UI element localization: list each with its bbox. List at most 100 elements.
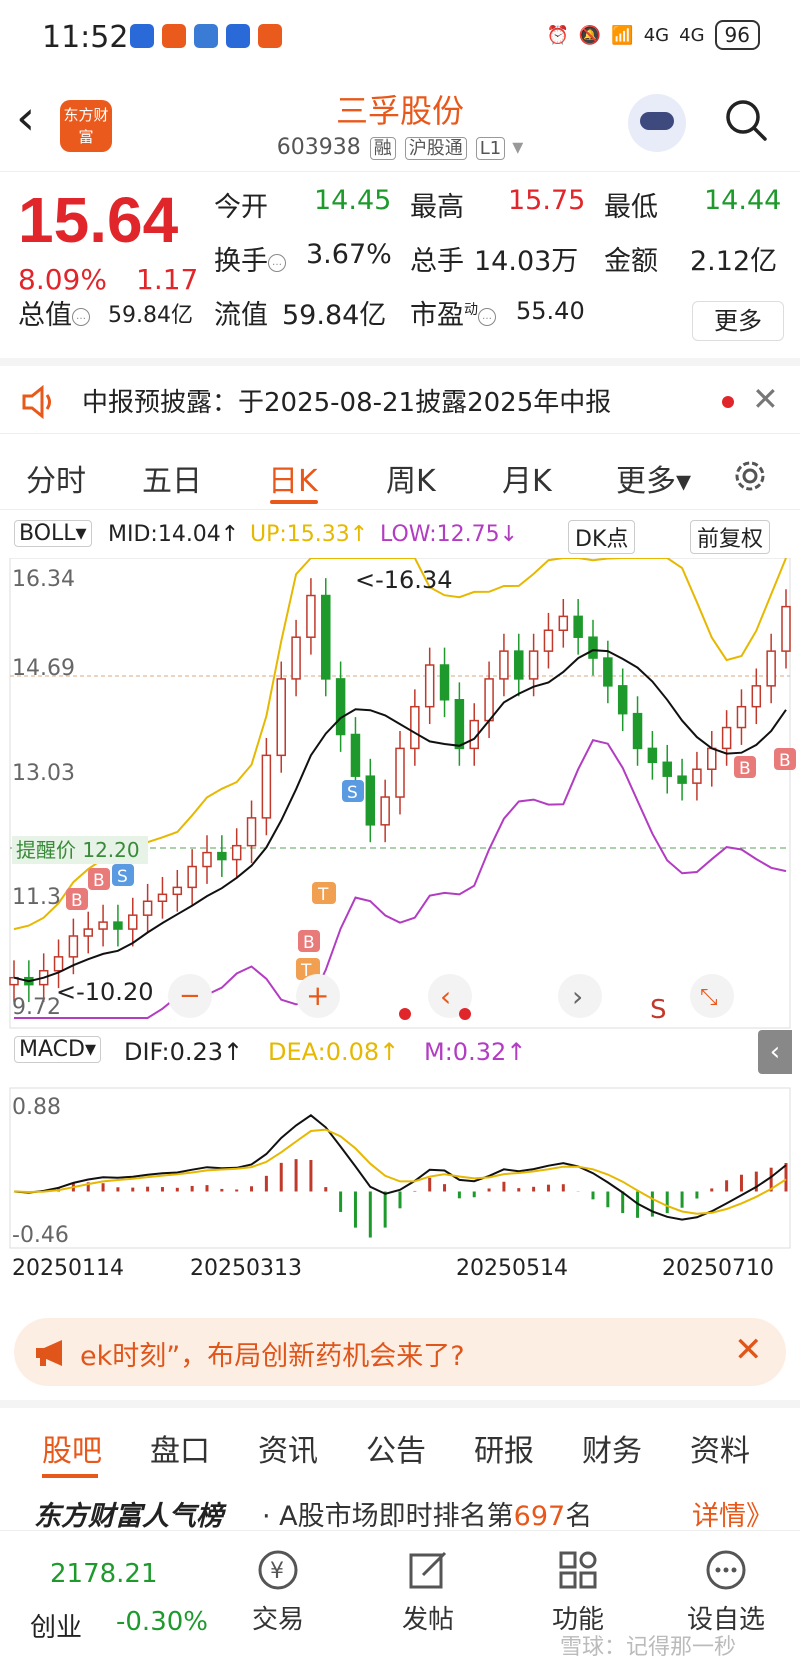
mktcap-value: 59.84亿 bbox=[108, 303, 193, 328]
macd-dif-line bbox=[13, 1114, 787, 1221]
gear-icon[interactable] bbox=[730, 456, 770, 496]
dk-point-button[interactable]: DK点 bbox=[568, 520, 636, 554]
tab-weekly-k[interactable]: 周K bbox=[386, 464, 436, 499]
zoom-in-button[interactable] bbox=[296, 974, 340, 1018]
tab-profile[interactable]: 资料 bbox=[690, 1434, 750, 1469]
candles-group bbox=[9, 578, 791, 1003]
scroll-left-button[interactable] bbox=[428, 974, 472, 1018]
robot-assistant-icon[interactable] bbox=[628, 94, 686, 152]
svg-text:B: B bbox=[779, 751, 791, 771]
candle-body bbox=[707, 747, 717, 770]
search-icon[interactable] bbox=[724, 98, 768, 142]
chart-period-tabs: 分时 五日 日K 周K 月K 更多▾ bbox=[0, 440, 800, 510]
candle-body bbox=[632, 712, 643, 750]
macd-y-top: 0.88 bbox=[12, 1095, 61, 1120]
tab-pankou[interactable]: 盘口 bbox=[150, 1434, 210, 1469]
reminder-price-label: 提醒价 12.20 bbox=[16, 838, 140, 862]
alarm-icon: ⏰ bbox=[546, 24, 569, 46]
collapse-arrow-icon[interactable]: ‹ bbox=[758, 1030, 792, 1074]
last-price: 15.64 bbox=[18, 184, 179, 256]
adjust-button[interactable]: 前复权 bbox=[690, 520, 771, 554]
yen-icon: ¥ bbox=[258, 1550, 298, 1590]
k-line-chart[interactable]: 16.34 14.69 13.03 11.3 9.72 提醒价 12.20 <-… bbox=[0, 558, 800, 1258]
notice-bar[interactable]: 中报预披露：于2025-08-21披露2025年中报 ✕ bbox=[0, 358, 800, 434]
tab-monthly-k[interactable]: 月K bbox=[502, 464, 552, 499]
status-time: 11:52 bbox=[42, 20, 129, 55]
tab-five-day[interactable]: 五日 bbox=[142, 464, 202, 499]
close-icon[interactable]: ✕ bbox=[752, 380, 779, 418]
date-label: 20250313 bbox=[190, 1256, 302, 1281]
candle-body bbox=[514, 650, 524, 680]
candle-body bbox=[217, 851, 227, 861]
svg-text:B: B bbox=[739, 759, 751, 779]
active-tab-underline bbox=[42, 1474, 98, 1478]
candle-body bbox=[603, 657, 613, 687]
boll-indicator-bar: BOLL▾ MID:14.04↑ UP:15.33↑ LOW:12.75↓ DK… bbox=[0, 516, 800, 558]
candle-body bbox=[647, 747, 658, 764]
dock-trade[interactable]: ¥ 交易 bbox=[228, 1547, 328, 1636]
app-icon bbox=[226, 24, 250, 48]
indicator-selector[interactable]: BOLL▾ bbox=[14, 520, 92, 547]
chart-controls[interactable]: − + ‹ › S ⤡ bbox=[168, 974, 734, 1025]
status-indicators: ⏰ 🔕 📶 4G 4G 96 bbox=[546, 20, 760, 50]
candle-body bbox=[543, 629, 554, 652]
index-name: 创业 bbox=[30, 1613, 83, 1643]
tab-daily-k[interactable]: 日K bbox=[268, 464, 318, 499]
candle-body bbox=[187, 865, 197, 889]
high-value: 15.75 bbox=[508, 185, 586, 216]
promo-banner[interactable]: ek时刻”，布局创新药机会来了? ✕ bbox=[14, 1318, 786, 1386]
candle-body bbox=[558, 615, 569, 632]
bottom-dock: 2178.21 创业 -0.30% ¥ 交易 发帖 功能 设自选 雪球：记得 bbox=[0, 1530, 800, 1662]
stock-subtitle[interactable]: 603938 融 沪股通 L1 ▾ bbox=[0, 134, 800, 160]
app-icon bbox=[194, 24, 218, 48]
app-icon bbox=[162, 24, 186, 48]
date-label: 20250114 bbox=[12, 1256, 124, 1281]
status-app-icons bbox=[130, 24, 282, 48]
more-button[interactable]: 更多 bbox=[692, 301, 784, 341]
app-header: ‹ 东方财富 三孚股份 603938 融 沪股通 L1 ▾ bbox=[0, 72, 800, 172]
rank-detail-link[interactable]: 详情》 bbox=[692, 1501, 773, 1532]
scroll-right-button[interactable] bbox=[558, 974, 602, 1018]
close-icon[interactable]: ✕ bbox=[734, 1330, 763, 1370]
dock-post[interactable]: 发帖 bbox=[378, 1547, 478, 1636]
candle-body bbox=[157, 893, 168, 903]
wifi-icon: 📶 bbox=[611, 24, 634, 46]
y-label-4: 11.3 bbox=[12, 885, 61, 910]
trade-markers: B B S B T T S B B bbox=[66, 748, 796, 981]
tab-research[interactable]: 研报 bbox=[474, 1434, 534, 1469]
candle-body bbox=[721, 726, 732, 750]
zoom-out-button[interactable] bbox=[168, 974, 212, 1018]
fullscreen-button[interactable] bbox=[690, 974, 734, 1018]
tab-intraday[interactable]: 分时 bbox=[26, 464, 86, 499]
svg-text:B: B bbox=[303, 933, 315, 953]
macd-frame bbox=[9, 1087, 791, 1249]
turnover-value: 3.67% bbox=[306, 239, 392, 270]
app-icon bbox=[130, 24, 154, 48]
back-icon[interactable]: ‹ bbox=[16, 90, 36, 146]
y-label-3: 13.03 bbox=[12, 761, 75, 786]
dock-watchlist[interactable]: 设自选 bbox=[676, 1547, 776, 1636]
candle-body bbox=[306, 594, 316, 638]
candle-body bbox=[335, 678, 346, 736]
tab-finance[interactable]: 财务 bbox=[582, 1434, 642, 1469]
macd-indicator-bar: MACD▾ DIF:0.23↑ DEA:0.08↑ M:0.32↑ bbox=[0, 1034, 800, 1074]
date-axis: 20250114 20250313 20250514 20250710 bbox=[0, 1256, 800, 1286]
rank-brand: 东方财富人气榜 bbox=[34, 1501, 223, 1532]
tab-announcements[interactable]: 公告 bbox=[366, 1434, 426, 1469]
candle-body bbox=[528, 650, 539, 680]
tab-news[interactable]: 资讯 bbox=[258, 1434, 318, 1469]
change-percent: 8.09% bbox=[18, 263, 107, 296]
macd-selector[interactable]: MACD▾ bbox=[14, 1036, 101, 1063]
battery-icon: 96 bbox=[714, 20, 760, 50]
index-change: -0.30% bbox=[116, 1607, 208, 1637]
candle-body bbox=[424, 664, 435, 708]
info-icon: … bbox=[72, 307, 90, 326]
popularity-rank[interactable]: 东方财富人气榜 · A股市场即时排名第697名 详情》 bbox=[0, 1484, 800, 1532]
tab-guba[interactable]: 股吧 bbox=[42, 1434, 102, 1469]
tag-rong: 融 bbox=[369, 137, 396, 160]
dock-functions[interactable]: 功能 bbox=[528, 1547, 628, 1636]
tab-more[interactable]: 更多▾ bbox=[616, 464, 692, 499]
candle-body bbox=[380, 796, 390, 826]
event-dot bbox=[399, 1008, 411, 1020]
candle-body bbox=[246, 817, 257, 847]
